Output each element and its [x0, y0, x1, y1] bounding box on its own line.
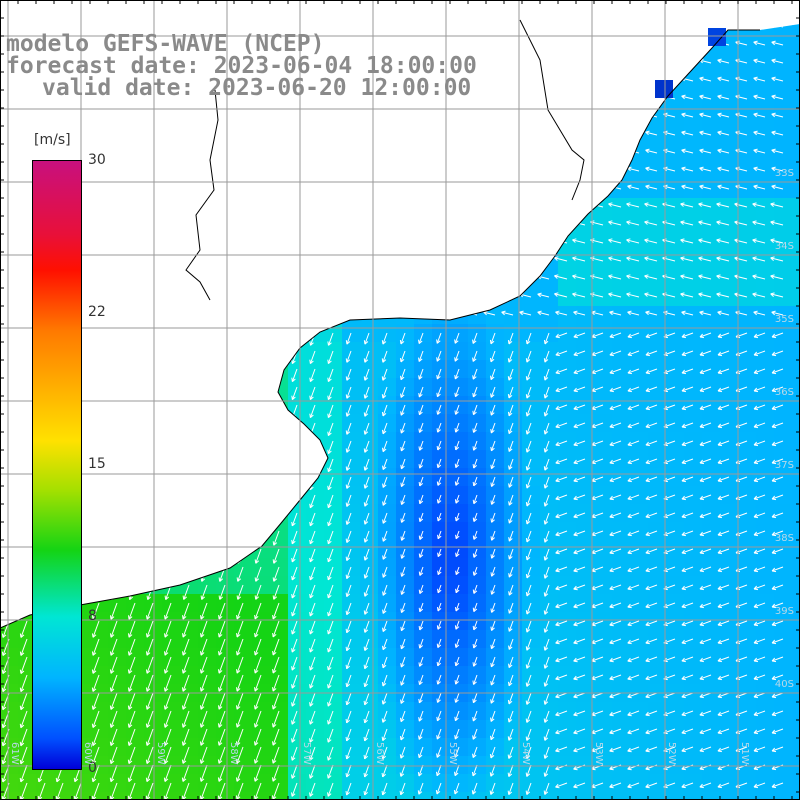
x-tick-label: 56W [374, 742, 385, 765]
y-tick-label: 39S [774, 606, 794, 617]
country-border [185, 89, 219, 301]
y-tick-label: 33S [774, 168, 794, 179]
colorbar-label-min: 0 [88, 760, 97, 776]
colorbar-label-8: 8 [88, 608, 97, 624]
y-tick-label: 40S [774, 679, 794, 690]
model-title: modelo GEFS-WAVE (NCEP) [6, 31, 325, 57]
x-tick-label: 61W [9, 742, 20, 765]
y-tick-label: 37S [774, 460, 794, 471]
colorbar-unit: [m/s] [34, 132, 71, 148]
colorbar-label-22: 22 [88, 304, 106, 320]
y-tick-label: 36S [774, 387, 794, 398]
colorbar-label-15: 15 [88, 456, 106, 472]
forecast-date: forecast date: 2023-06-04 18:00:00 [6, 53, 477, 79]
x-tick-label: 52W [666, 742, 677, 765]
x-tick-label: 59W [155, 742, 166, 765]
x-tick-label: 60W [82, 742, 93, 765]
border-line-east [519, 19, 585, 201]
x-tick-label: 57W [301, 742, 312, 765]
x-tick-label: 55W [447, 742, 458, 765]
colorbar [32, 160, 82, 770]
x-tick-label: 54W [520, 742, 531, 765]
x-tick-label: 51W [739, 742, 750, 765]
y-tick-label: 35S [774, 314, 794, 325]
coastline [0, 29, 760, 629]
y-tick-label: 38S [774, 533, 794, 544]
y-tick-label: 34S [774, 241, 794, 252]
x-tick-label: 53W [593, 742, 604, 765]
colorbar-label-max: 30 [88, 152, 106, 168]
valid-date: valid date: 2023-06-20 12:00:00 [42, 75, 472, 101]
x-tick-label: 58W [228, 742, 239, 765]
